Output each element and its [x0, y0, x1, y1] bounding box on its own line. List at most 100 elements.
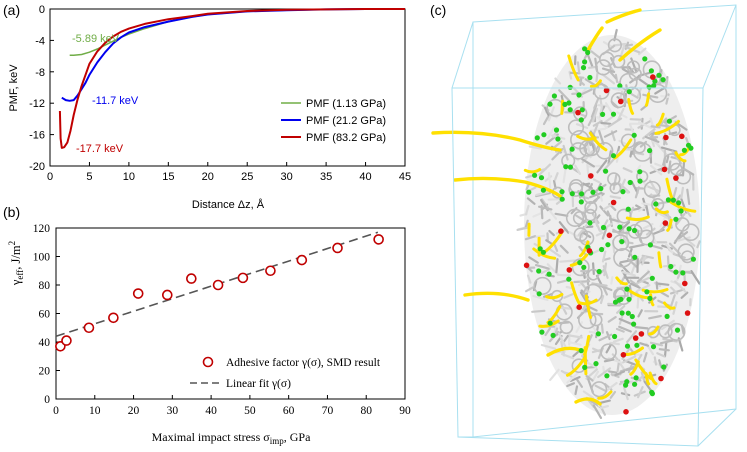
polymer-chain [588, 131, 608, 152]
carbon-bond [629, 282, 641, 289]
polymer-chain [644, 92, 651, 107]
y-tick-label: -8 [35, 67, 45, 79]
carbon-bond [667, 160, 672, 174]
legend-label-smd: Adhesive factor γ(σ), SMD result [226, 357, 381, 369]
green-atom [631, 227, 638, 234]
carbon-ring [568, 182, 584, 197]
carbon-bond [548, 209, 558, 220]
green-atom [578, 199, 584, 205]
green-atom [612, 333, 618, 340]
carbon-bond [608, 217, 621, 223]
carbon-bond [658, 348, 670, 352]
green-atom [678, 208, 684, 214]
carbon-bond [557, 332, 567, 348]
carbon-ring [600, 343, 617, 361]
carbon-bond [659, 339, 674, 345]
green-atom [634, 342, 640, 348]
carbon-bond [585, 361, 598, 369]
x-tick-label: 30 [167, 405, 179, 417]
green-atom [587, 74, 593, 81]
carbon-bond [589, 322, 598, 334]
polymer-chain [583, 334, 591, 356]
carbon-bond [636, 295, 640, 309]
carbon-bond [591, 107, 599, 123]
carbon-bond [559, 306, 571, 310]
carbon-bond [650, 125, 661, 129]
carbon-bond [532, 294, 549, 301]
carbon-bond [609, 341, 621, 346]
green-atom [540, 249, 547, 255]
green-atom [624, 343, 631, 349]
carbon-bond [592, 404, 603, 419]
carbon-bond [591, 262, 595, 275]
polymer-chain [663, 301, 676, 310]
polymer-chain [532, 247, 557, 260]
x-tick-label: 90 [399, 405, 411, 417]
carbon-bond [610, 276, 614, 285]
legend-label-3: PMF (83.2 GPa) [306, 132, 386, 144]
green-atom [598, 186, 604, 192]
carbon-bond [660, 291, 670, 298]
carbon-bond [612, 87, 624, 92]
annotation-blue: -11.7 keV [92, 95, 139, 107]
green-atom [600, 224, 607, 231]
carbon-bond [544, 327, 551, 337]
carbon-bond [680, 186, 685, 199]
green-atom [567, 84, 573, 90]
carbon-bond [636, 284, 651, 292]
carbon-bond [528, 256, 539, 264]
carbon-ring [613, 248, 633, 268]
polymer-chain [453, 176, 562, 198]
y-tick-label: -4 [35, 35, 45, 47]
green-atom [623, 382, 629, 388]
green-atom [585, 49, 591, 56]
green-atom [581, 264, 587, 270]
green-atom [649, 391, 656, 397]
polymer-chain [648, 325, 660, 336]
carbon-bond [524, 235, 537, 241]
carbon-bond [555, 258, 559, 274]
carbon-bond [655, 281, 659, 290]
green-atom [656, 72, 662, 78]
carbon-bond [549, 368, 560, 381]
green-atom [631, 132, 637, 138]
data-point [265, 265, 276, 277]
carbon-bond [656, 282, 670, 286]
carbon-bond [607, 117, 623, 128]
green-atom [582, 46, 588, 52]
polymer-chain [578, 240, 590, 258]
carbon-bond [576, 378, 584, 388]
carbon-bond [607, 316, 617, 323]
carbon-ring [587, 268, 600, 281]
y-tick-label: 20 [39, 366, 51, 378]
carbon-bond [659, 217, 666, 228]
carbon-ring [658, 324, 673, 339]
green-atom [604, 373, 610, 379]
carbon-bond [630, 259, 638, 275]
green-atom [676, 200, 682, 206]
annotation-red: -17.7 keV [76, 143, 124, 155]
box-edge [697, 408, 737, 447]
green-atom [616, 297, 622, 303]
carbon-bond [596, 159, 608, 174]
x-tick-label: 5 [86, 171, 92, 183]
carbon-bond [651, 139, 660, 146]
green-atom [644, 289, 650, 295]
carbon-bond [587, 164, 603, 168]
carbon-bond [634, 326, 649, 330]
red-atom [617, 98, 624, 105]
red-atom [558, 228, 564, 234]
x-tick-label: 10 [123, 171, 135, 183]
adhesion-chart: 0 10 20 30 40 50 60 70 80 90 0 20 40 60 80 100 120 Adhes… [7, 223, 411, 446]
carbon-bond [576, 61, 581, 74]
carbon-bond [609, 390, 617, 399]
data-point [132, 288, 144, 299]
annotation-green: -5.89 keV [72, 33, 120, 45]
green-atom [532, 172, 538, 178]
carbon-bond [626, 258, 637, 268]
polymer-chain [648, 371, 658, 386]
y-tick-label: 0 [44, 394, 50, 406]
green-atom [600, 111, 606, 117]
green-atom [576, 92, 582, 98]
series-line-2 [61, 8, 405, 102]
